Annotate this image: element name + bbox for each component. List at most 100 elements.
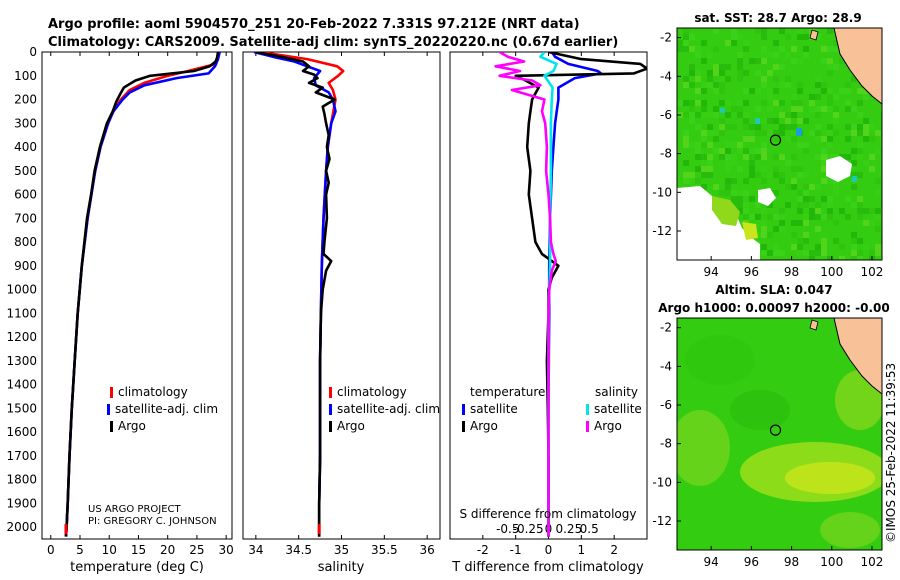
sst-pixel [827, 136, 833, 142]
sst-pixel [761, 148, 767, 154]
sst-pixel [779, 226, 785, 232]
map-y-tick-label: -10 [652, 185, 672, 199]
difference-xlabel: T difference from climatology [451, 560, 644, 575]
sst-pixel [821, 214, 827, 220]
sst-pixel [845, 154, 851, 160]
sst-pixel [863, 244, 869, 250]
map-y-tick-label: -6 [660, 108, 672, 122]
sst-pixel [695, 166, 701, 172]
sst-pixel [737, 52, 743, 58]
sst-pixel [779, 178, 785, 184]
sst-pixel [743, 154, 749, 160]
sst-pixel [875, 148, 881, 154]
sst-pixel [719, 64, 725, 70]
sst-pixel [791, 130, 797, 136]
sst-pixel [785, 34, 791, 40]
sst-pixel [803, 34, 809, 40]
sst-pixel [701, 160, 707, 166]
sla-map: Altim. SLA: 0.047 Argo h1000: 0.00097 h2… [652, 283, 889, 569]
temperature-axes-frame [41, 51, 233, 540]
sst-pixel [737, 58, 743, 64]
legend-temp-satellite-label: satellite [470, 402, 518, 416]
sst-pixel [773, 52, 779, 58]
legend-temperature-header: temperature [470, 385, 545, 399]
sst-pixel [875, 130, 881, 136]
sst-pixel [833, 40, 839, 46]
sst-pixel [737, 220, 743, 226]
legend-climatology-swatch [329, 387, 332, 398]
sst-pixel [695, 100, 701, 106]
sst-pixel [827, 46, 833, 52]
sst-pixel [791, 244, 797, 250]
sst-pixel [707, 124, 713, 130]
sst-pixel [761, 232, 767, 238]
legend-climatology-swatch [110, 387, 113, 398]
sst-pixel [851, 172, 857, 178]
map-x-tick-label: 94 [704, 265, 719, 279]
difference-x-ticks: -2 -1 0 1 2 [477, 52, 618, 557]
sst-pixel [737, 106, 743, 112]
sst-pixel [785, 160, 791, 166]
legend-sal-argo-label: Argo [594, 419, 622, 433]
sst-pixel [815, 130, 821, 136]
sst-pixel [713, 184, 719, 190]
legend-sal-satellite-label: satellite [594, 402, 642, 416]
sst-pixel [809, 100, 815, 106]
sst-pixel [761, 100, 767, 106]
legend-satellite-label: satellite-adj. clim [337, 402, 440, 416]
sst-pixel [719, 118, 725, 124]
x-tick-label: 1 [578, 543, 586, 557]
sst-pixel [731, 34, 737, 40]
sst-pixel [761, 82, 767, 88]
sst-pixel [773, 250, 779, 256]
sst-pixel [791, 94, 797, 100]
sst-pixel [815, 136, 821, 142]
sst-pixel [857, 130, 863, 136]
sst-pixel [695, 76, 701, 82]
sst-pixel [713, 106, 719, 112]
series-line-argo [255, 52, 336, 537]
sst-pixel [719, 76, 725, 82]
sst-pixel [857, 112, 863, 118]
sst-pixel [743, 46, 749, 52]
sst-pixel [725, 160, 731, 166]
sst-pixel [773, 166, 779, 172]
sst-pixel [821, 88, 827, 94]
sst-pixel [755, 220, 761, 226]
sst-pixel [779, 28, 785, 34]
top-tick-label: -0.5 [496, 522, 519, 536]
sst-pixel [761, 208, 767, 214]
sst-pixel [857, 100, 863, 106]
map-x-tick-label: 94 [704, 555, 719, 569]
sst-pixel [827, 202, 833, 208]
sst-pixel [743, 208, 749, 214]
sst-pixel [749, 154, 755, 160]
sla-map-frame [676, 317, 883, 551]
sst-pixel [827, 70, 833, 76]
sst-pixel [683, 28, 689, 34]
sst-pixel [743, 124, 749, 130]
sst-pixel [863, 136, 869, 142]
sst-pixel [701, 166, 707, 172]
sst-pixel [701, 136, 707, 142]
climatology-bottom-mark [317, 524, 321, 535]
sst-pixel [833, 106, 839, 112]
sst-pixel [827, 208, 833, 214]
sst-pixel [743, 88, 749, 94]
sst-pixel [749, 196, 755, 202]
sst-pixel [761, 34, 767, 40]
sst-pixel [731, 142, 737, 148]
sst-pixel [869, 166, 875, 172]
sst-pixel [725, 178, 731, 184]
sst-island [809, 29, 819, 41]
sst-pixel [773, 64, 779, 70]
sst-pixel [701, 106, 707, 112]
sst-pixel [821, 238, 827, 244]
sst-pixel [857, 250, 863, 256]
sst-pixel [761, 244, 767, 250]
sst-pixel [761, 166, 767, 172]
sst-pixel [701, 88, 707, 94]
sst-pixel [821, 136, 827, 142]
sst-pixel [815, 76, 821, 82]
